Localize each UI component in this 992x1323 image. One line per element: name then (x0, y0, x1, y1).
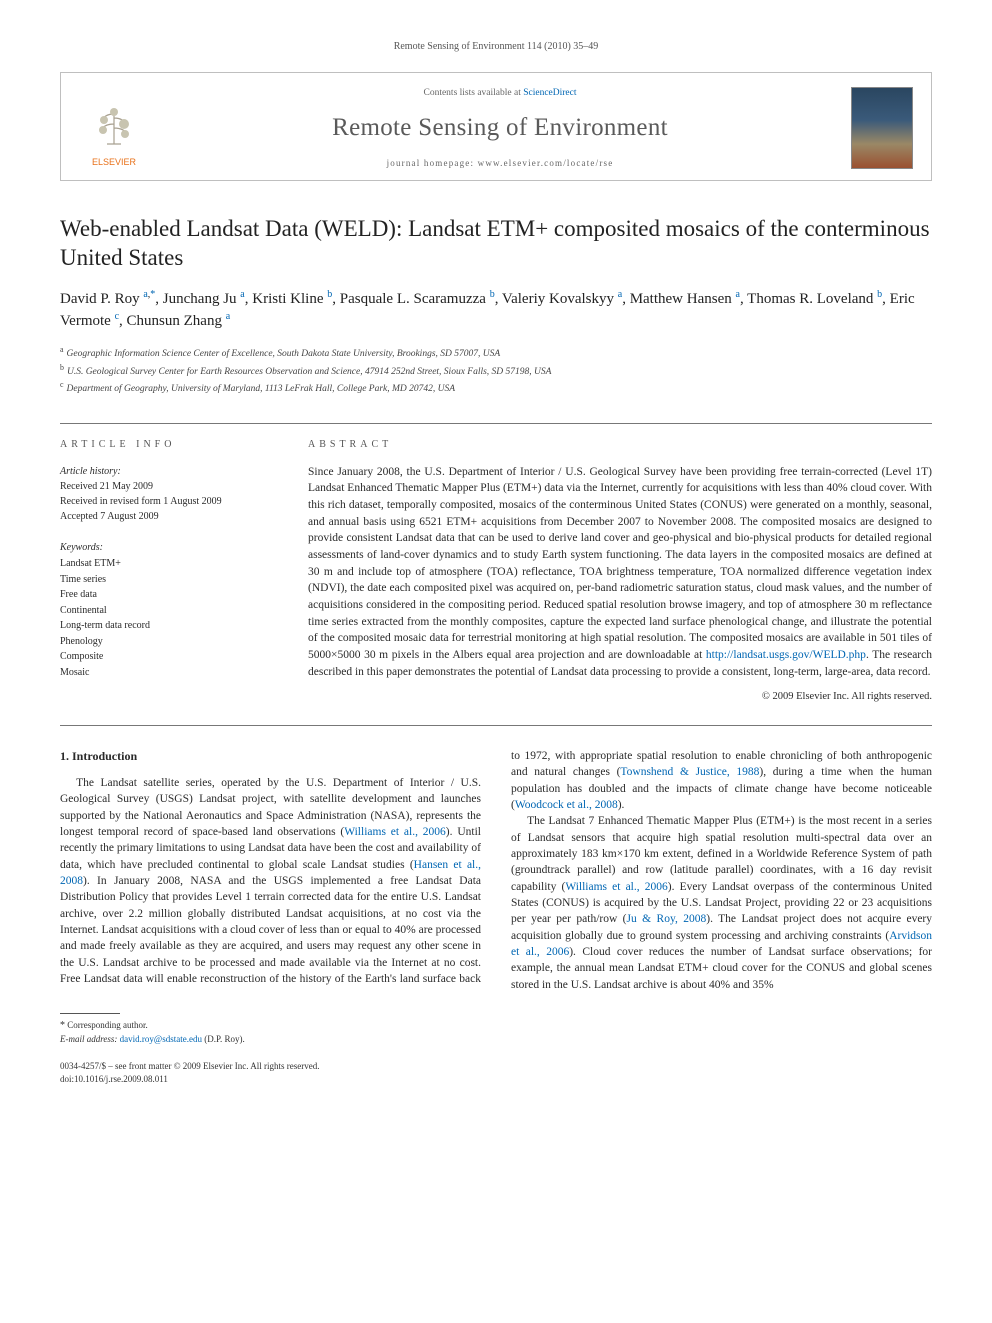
contents-text: Contents lists available at (423, 88, 523, 98)
page-bottom-meta: 0034-4257/$ – see front matter © 2009 El… (60, 1060, 932, 1085)
doi-line: doi:10.1016/j.rse.2009.08.011 (60, 1073, 320, 1086)
running-head: Remote Sensing of Environment 114 (2010)… (60, 40, 932, 54)
intro-paragraph-2: The Landsat 7 Enhanced Thematic Mapper P… (511, 813, 932, 993)
author-email-link[interactable]: david.roy@sdstate.edu (120, 1034, 202, 1044)
affiliation: aGeographic Information Science Center o… (60, 344, 932, 361)
journal-homepage: journal homepage: www.elsevier.com/locat… (167, 157, 833, 170)
body-text: ). (618, 799, 625, 811)
corresponding-label: Corresponding author. (67, 1020, 148, 1030)
history-item: Received in revised form 1 August 2009 (60, 496, 222, 507)
keyword: Mosaic (60, 667, 89, 678)
article-info-abstract-row: ARTICLE INFO Article history: Received 2… (60, 424, 932, 726)
affil-text: U.S. Geological Survey Center for Earth … (67, 367, 552, 377)
keyword: Long-term data record (60, 620, 150, 631)
citation-link[interactable]: Williams et al., 2006 (344, 826, 446, 838)
affiliation: cDepartment of Geography, University of … (60, 379, 932, 396)
elsevier-tree-icon (89, 102, 139, 152)
publisher-name: ELSEVIER (92, 156, 136, 169)
abstract-label: ABSTRACT (308, 438, 932, 452)
history-item: Accepted 7 August 2009 (60, 511, 159, 522)
star-icon: * (60, 1020, 65, 1031)
citation-link[interactable]: Ju & Roy, 2008 (627, 913, 707, 925)
issn-copyright: 0034-4257/$ – see front matter © 2009 El… (60, 1060, 320, 1073)
publisher-logo: ELSEVIER (79, 88, 149, 168)
email-footnote: E-mail address: david.roy@sdstate.edu (D… (60, 1033, 932, 1047)
history-label: Article history: (60, 466, 121, 477)
header-center: Contents lists available at ScienceDirec… (167, 87, 833, 170)
email-label: E-mail address: (60, 1034, 117, 1044)
article-info-column: ARTICLE INFO Article history: Received 2… (60, 438, 270, 705)
affiliation: bU.S. Geological Survey Center for Earth… (60, 362, 932, 379)
journal-header-box: ELSEVIER Contents lists available at Sci… (60, 72, 932, 181)
abstract-body-1: Since January 2008, the U.S. Department … (308, 466, 932, 661)
affiliations-block: aGeographic Information Science Center o… (60, 344, 932, 396)
affil-sup: b (60, 363, 64, 372)
keywords-label: Keywords: (60, 540, 270, 556)
citation-link[interactable]: Townshend & Justice, 1988 (620, 766, 759, 778)
contents-available-line: Contents lists available at ScienceDirec… (167, 87, 833, 100)
keyword: Landsat ETM+ (60, 558, 121, 569)
intro-heading: 1. Introduction (60, 748, 481, 765)
keyword: Free data (60, 589, 97, 600)
keyword: Phenology (60, 636, 103, 647)
article-title: Web-enabled Landsat Data (WELD): Landsat… (60, 215, 932, 273)
email-who: (D.P. Roy). (204, 1034, 245, 1044)
body-text: ). Cloud cover reduces the number of Lan… (511, 946, 932, 991)
affil-text: Department of Geography, University of M… (67, 384, 456, 394)
journal-name: Remote Sensing of Environment (167, 110, 833, 145)
citation-link[interactable]: Williams et al., 2006 (565, 881, 667, 893)
bottom-meta-left: 0034-4257/$ – see front matter © 2009 El… (60, 1060, 320, 1085)
keyword: Continental (60, 605, 107, 616)
citation-link[interactable]: Woodcock et al., 2008 (515, 799, 618, 811)
abstract-copyright: © 2009 Elsevier Inc. All rights reserved… (308, 690, 932, 705)
keywords-block: Keywords: Landsat ETM+ Time series Free … (60, 540, 270, 681)
article-history: Article history: Received 21 May 2009 Re… (60, 464, 270, 524)
history-item: Received 21 May 2009 (60, 481, 153, 492)
affil-sup: a (60, 345, 64, 354)
weld-url-link[interactable]: http://landsat.usgs.gov/WELD.php (706, 649, 866, 661)
body-two-column: 1. Introduction The Landsat satellite se… (60, 748, 932, 993)
sciencedirect-link[interactable]: ScienceDirect (523, 88, 576, 98)
affil-sup: c (60, 380, 64, 389)
abstract-column: ABSTRACT Since January 2008, the U.S. De… (308, 438, 932, 705)
affil-text: Geographic Information Science Center of… (67, 350, 501, 360)
footnote-block: * Corresponding author. E-mail address: … (60, 1013, 932, 1047)
abstract-text: Since January 2008, the U.S. Department … (308, 464, 932, 681)
corresponding-author-note: * Corresponding author. (60, 1018, 932, 1033)
keyword: Time series (60, 574, 106, 585)
author-list: David P. Roy a,*, Junchang Ju a, Kristi … (60, 288, 932, 332)
journal-cover-thumbnail (851, 87, 913, 169)
footnote-rule (60, 1013, 120, 1014)
keyword: Composite (60, 651, 103, 662)
article-info-label: ARTICLE INFO (60, 438, 270, 452)
